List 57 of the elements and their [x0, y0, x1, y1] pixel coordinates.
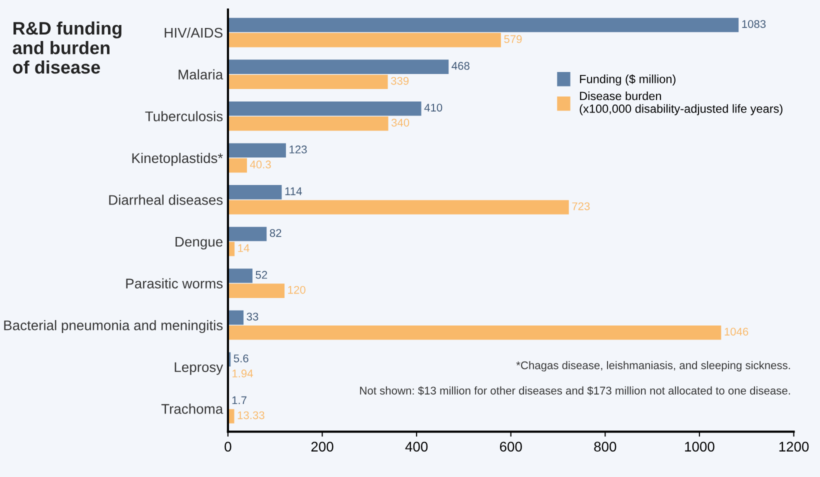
data-label: 33 — [246, 312, 258, 321]
bar — [228, 268, 252, 283]
legend-label: Disease burden (x100,000 disability-adjusted life years) — [580, 91, 782, 116]
y-tick-label: Diarrheal diseases — [109, 194, 223, 205]
data-label: 1046 — [724, 328, 748, 336]
data-label: 340 — [391, 118, 410, 127]
bar — [228, 226, 267, 242]
annotation: *Chagas disease, leishmaniasis, and sleeping sickness. — [516, 361, 790, 372]
y-tick-label: HIV/AIDS — [164, 27, 222, 38]
data-label: 114 — [285, 187, 302, 196]
bar — [228, 116, 388, 131]
bar — [228, 32, 501, 48]
text: R&D funding and burden of disease — [12, 21, 122, 74]
data-label: 468 — [452, 62, 470, 70]
x-tick-label: 600 — [500, 442, 522, 452]
y-tick-label: Kinetoplastids* — [132, 152, 223, 166]
x-tick-label: 400 — [405, 442, 428, 452]
data-label: 123 — [290, 146, 307, 154]
bar — [228, 325, 722, 340]
bar — [228, 200, 569, 214]
x-tick-label: 1200 — [779, 442, 809, 452]
x-tick-label: 0 — [224, 442, 232, 452]
y-tick-label: Leprosy — [174, 362, 224, 375]
data-label: 5.6 — [234, 354, 248, 362]
annotation: Not shown: $13 million for other diseases and $173 million not allocated to one disease. — [360, 386, 790, 396]
bar — [228, 101, 422, 116]
y-tick-label: Trachoma — [161, 404, 224, 414]
bar — [228, 185, 282, 200]
data-label: 1.7 — [232, 396, 246, 404]
data-label: 410 — [424, 104, 442, 112]
y-tick-label: Bacterial pneumonia and meningitis — [4, 320, 223, 334]
data-label: 120 — [288, 286, 306, 294]
x-tick-label: 200 — [311, 442, 334, 452]
data-label: 13.33 — [238, 411, 264, 420]
bar — [228, 18, 739, 32]
data-label: 723 — [572, 202, 590, 210]
legend-label: Funding ($ million) — [580, 74, 676, 86]
bar — [228, 74, 388, 89]
data-label: 40.3 — [250, 160, 271, 168]
x-tick-label: 800 — [594, 442, 616, 452]
data-label: 14 — [238, 244, 250, 252]
bar — [228, 60, 449, 74]
x-tick-label: 1000 — [685, 442, 714, 452]
data-label: 579 — [504, 35, 522, 44]
data-label: 339 — [391, 76, 409, 85]
y-tick-label: Parasitic worms — [126, 278, 223, 288]
data-label: 82 — [270, 229, 282, 237]
y-tick-label: Dengue — [176, 236, 222, 250]
y-tick-label: Malaria — [178, 69, 224, 80]
data-label: 1083 — [742, 20, 766, 28]
bar — [228, 310, 244, 325]
y-tick-label: Tuberculosis — [145, 111, 223, 122]
data-label: 1.94 — [232, 370, 253, 378]
bar — [228, 158, 247, 173]
data-label: 52 — [256, 270, 268, 279]
bar — [228, 284, 285, 298]
bar — [228, 143, 286, 158]
